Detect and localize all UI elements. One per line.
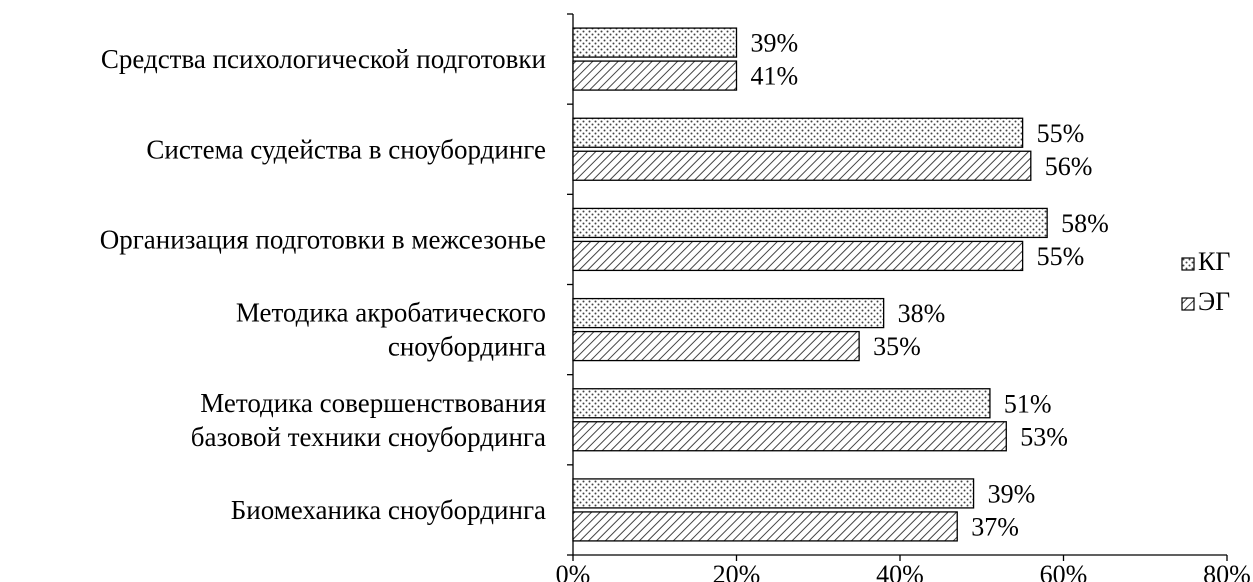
legend-label-eg: ЭГ bbox=[1198, 287, 1230, 316]
category-label: Средства психологической подготовки bbox=[101, 44, 546, 74]
data-label: 38% bbox=[898, 299, 946, 328]
data-label: 55% bbox=[1037, 119, 1085, 148]
data-label: 58% bbox=[1061, 209, 1109, 238]
bar-eg bbox=[572, 240, 1024, 272]
category-label: Система судейства в сноубординге bbox=[146, 134, 546, 164]
x-tick-label: 20% bbox=[713, 560, 761, 582]
x-tick-label: 40% bbox=[876, 560, 924, 582]
data-label: 56% bbox=[1045, 152, 1093, 181]
bar-kg bbox=[572, 27, 738, 58]
bar-kg bbox=[572, 207, 1048, 239]
category-label: Организация подготовки в межсезонье bbox=[100, 224, 546, 254]
bar-eg bbox=[572, 60, 738, 91]
bar-kg bbox=[572, 117, 1024, 148]
data-label: 55% bbox=[1037, 242, 1085, 271]
data-label: 37% bbox=[971, 512, 1019, 541]
x-tick-label: 0% bbox=[556, 560, 591, 582]
data-label: 39% bbox=[988, 479, 1036, 508]
bar-eg bbox=[572, 421, 1007, 452]
bar-kg bbox=[572, 297, 885, 329]
bar-kg bbox=[572, 388, 991, 419]
legend: КГ ЭГ bbox=[1181, 247, 1230, 316]
bar-kg bbox=[572, 478, 975, 509]
legend-label-kg: КГ bbox=[1198, 247, 1230, 276]
bar-eg bbox=[572, 150, 1032, 181]
category-label: Методика акробатического сноубординга bbox=[236, 298, 546, 362]
legend-swatch-eg bbox=[1181, 297, 1195, 311]
data-label: 35% bbox=[873, 332, 921, 361]
data-label: 51% bbox=[1004, 389, 1052, 418]
bar-eg bbox=[572, 330, 860, 362]
legend-swatch-kg bbox=[1181, 257, 1195, 271]
bar-eg bbox=[572, 511, 958, 542]
data-label: 41% bbox=[751, 62, 799, 91]
x-tick-label: 60% bbox=[1040, 560, 1088, 582]
category-label: Биомеханика сноубординга bbox=[231, 495, 546, 525]
data-label: 39% bbox=[751, 29, 799, 58]
category-label: Методика совершенствования базовой техник… bbox=[191, 388, 546, 452]
data-label: 53% bbox=[1020, 422, 1068, 451]
plot-area: 0% 20% 40% 60% 80% Средства психологической п… bbox=[100, 13, 1251, 582]
x-tick-label: 80% bbox=[1203, 560, 1251, 582]
